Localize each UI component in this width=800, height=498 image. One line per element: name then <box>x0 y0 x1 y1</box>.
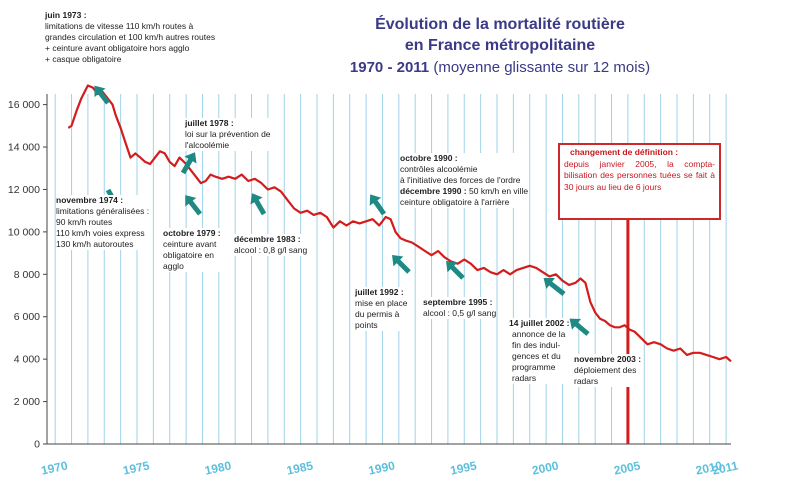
annotation-july-1978: juillet 1978 : loi sur la prévention de … <box>185 118 271 151</box>
mortality-curve <box>67 84 732 363</box>
annotation-line: points <box>355 320 378 330</box>
annotation-line: fin des indul- <box>512 340 561 350</box>
x-tick-label: 2011 <box>711 458 740 477</box>
event-arrow <box>569 318 590 336</box>
title-period: 1970 - 2011 <box>349 59 430 76</box>
title-subtitle: (moyenne glissante sur 12 mois) <box>433 59 651 76</box>
annotation-line: ceinture obligatoire à l'arrière <box>400 197 510 207</box>
x-tick-label: 1980 <box>203 458 232 477</box>
annotation-october-1990: octobre 1990 : contrôles alcoolémie à l'… <box>400 153 529 208</box>
annotation-head: juillet 1992 : <box>355 287 404 297</box>
annotation-head: septembre 1995 : <box>423 297 493 307</box>
annotation-head: octobre 1979 : <box>163 228 221 238</box>
x-tick-label: 2000 <box>531 458 560 477</box>
event-arrow <box>250 193 267 216</box>
event-arrow <box>369 194 387 216</box>
title-line-1: Évolution de la mortalité routière <box>375 16 625 33</box>
annotation-head: décembre 1983 : <box>234 234 301 244</box>
annotation-line: grandes circulation et 100 km/h autres r… <box>45 32 216 42</box>
annotation-head: juin 1973 : <box>45 10 87 20</box>
x-tick-label: 2005 <box>613 458 642 477</box>
annotation-line: gences et du <box>512 351 561 361</box>
x-tick-label: 1990 <box>367 458 396 477</box>
annotation-november-1974: novembre 1974 : limitations généralisées… <box>56 195 150 250</box>
annotation-line: 130 km/h autoroutes <box>56 239 134 249</box>
annotation-head: décembre 1990 : <box>400 186 467 196</box>
title-line-3: 1970 - 2011 (moyenne glissante sur 12 mo… <box>300 56 700 79</box>
annotation-line: annonce de la <box>512 329 566 339</box>
annotation-line: limitations de vitesse 110 km/h routes à <box>45 21 194 31</box>
annotation-september-1995: septembre 1995 : alcool : 0,5 g/l sang <box>423 297 497 319</box>
arrow-shape <box>250 193 267 216</box>
arrow-shape <box>569 318 590 336</box>
annotation-line: mise en place <box>355 298 408 308</box>
annotation-head: juillet 1978 : <box>185 118 234 128</box>
arrow-shape <box>543 277 566 296</box>
x-tick-label: 1985 <box>285 458 314 477</box>
annotation-line: programme <box>512 362 556 372</box>
definition-change-text: depuis janvier 2005, la compta- bilisati… <box>564 158 715 192</box>
arrow-shape <box>94 85 110 105</box>
y-tick-label: 16 000 <box>8 99 40 111</box>
y-tick-label: 12 000 <box>8 184 40 196</box>
annotation-line: 50 km/h en ville <box>469 186 529 196</box>
arrow-shape <box>185 195 202 216</box>
definition-change-title: changement de définition : <box>570 147 679 157</box>
annotation-head: novembre 1974 : <box>56 195 124 205</box>
annotation-head: octobre 1990 : <box>400 153 458 163</box>
x-tick-label: 1995 <box>449 458 478 477</box>
y-tick-label: 2 000 <box>14 396 40 408</box>
annotation-line: radars <box>512 373 537 383</box>
chart-title: Évolution de la mortalité routière en Fr… <box>300 14 700 79</box>
annotation-november-2003: novembre 2003 : déploiement des radars <box>574 354 642 387</box>
y-tick-label: 0 <box>34 439 40 451</box>
annotation-line: obligatoire en <box>163 250 215 260</box>
annotation-line: alcool : 0,8 g/l sang <box>234 245 308 255</box>
event-arrow <box>446 261 465 280</box>
x-tick-label: 2010 <box>694 458 723 477</box>
arrow-shape <box>392 255 411 274</box>
arrow-shape <box>446 261 465 280</box>
annotation-line: radars <box>574 376 599 386</box>
x-tick-label: 1970 <box>40 458 69 477</box>
annotation-line: 90 km/h routes <box>56 217 113 227</box>
annotation-october-1979: octobre 1979 : ceinture avant obligatoir… <box>163 228 221 272</box>
definition-change-box: changement de définition : depuis janvie… <box>558 143 721 220</box>
annotation-june-1973: juin 1973 : limitations de vitesse 110 k… <box>45 10 215 65</box>
y-tick-label: 14 000 <box>8 142 40 154</box>
annotation-line: loi sur la prévention de <box>185 129 271 139</box>
annotation-line-december-1990: décembre 1990 : 50 km/h en ville <box>400 186 528 197</box>
title-line-2: en France métropolitaine <box>404 37 596 54</box>
annotation-head: novembre 2003 : <box>574 354 642 364</box>
y-tick-label: 10 000 <box>8 226 40 238</box>
x-tick-label: 1975 <box>122 458 151 477</box>
annotation-line: alcool : 0,5 g/l sang <box>423 308 497 318</box>
arrow-shape <box>369 194 387 216</box>
annotation-line: 110 km/h voies express <box>56 228 145 238</box>
event-arrow <box>185 195 202 216</box>
annotation-line: ceinture avant <box>163 239 217 249</box>
arrow-shape <box>180 152 197 175</box>
annotation-line: contrôles alcoolémie <box>400 164 478 174</box>
annotation-july-1992: juillet 1992 : mise en place du permis à… <box>355 287 408 331</box>
event-arrow <box>392 255 411 274</box>
annotation-head: 14 juillet 2002 : <box>509 318 570 328</box>
annotation-line: à l'initiative des forces de l'ordre <box>400 175 521 185</box>
annotation-line: agglo <box>163 261 184 271</box>
annotation-line: déploiement des <box>574 365 637 375</box>
event-arrow <box>543 277 566 296</box>
annotation-line: + casque obligatoire <box>45 54 122 64</box>
event-arrow <box>180 152 197 175</box>
annotation-line: l'alcoolémie <box>185 140 230 150</box>
y-tick-label: 6 000 <box>14 311 40 323</box>
annotation-line: + ceinture avant obligatoire hors agglo <box>45 43 190 53</box>
y-tick-label: 4 000 <box>14 354 40 366</box>
y-tick-label: 8 000 <box>14 269 40 281</box>
annotation-line: limitations généralisées : <box>56 206 150 216</box>
annotation-december-1983: décembre 1983 : alcool : 0,8 g/l sang <box>234 234 308 256</box>
annotation-july-2002: 14 juillet 2002 : annonce de la fin des … <box>509 318 570 384</box>
event-arrow <box>94 85 110 105</box>
annotation-line: du permis à <box>355 309 400 319</box>
